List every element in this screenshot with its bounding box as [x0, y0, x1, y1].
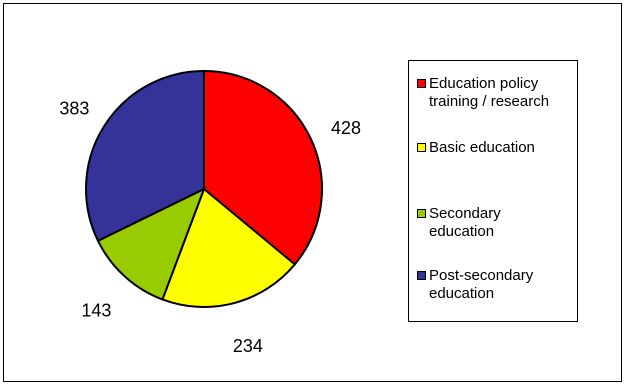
pie-slice-post-secondary: [85, 69, 205, 243]
pie-slice-basic-education: [161, 187, 297, 308]
legend-swatch-blue: [417, 271, 426, 280]
legend-item-secondary-education: Secondary education: [417, 205, 577, 241]
legend-swatch-red: [417, 79, 426, 88]
legend-label-line2: education: [429, 285, 495, 302]
legend-item-education-policy: Education policy training / research: [417, 75, 577, 111]
data-label-education-policy: 428: [331, 118, 361, 138]
legend-label-line1: Secondary: [429, 205, 501, 222]
data-label-secondary-education: 143: [81, 301, 111, 321]
legend-swatch-green: [417, 209, 426, 218]
pie-slice-secondary-education: [96, 186, 206, 301]
data-label-basic-education: 234: [233, 336, 263, 356]
legend-label-line1: Post-secondary: [429, 267, 534, 284]
legend-label-line1: Education policy: [429, 75, 539, 92]
legend-item-post-secondary: Post-secondary education: [417, 267, 577, 303]
legend-item-basic-education: Basic education: [417, 139, 577, 157]
legend-label-line2: training / research: [429, 93, 550, 110]
data-label-post-secondary: 383: [59, 99, 89, 119]
pie-slice-education-policy: [203, 69, 323, 266]
legend: Education policy training / research Bas…: [408, 60, 578, 322]
legend-swatch-yellow: [417, 143, 426, 152]
legend-label-line2: education: [429, 223, 495, 240]
legend-label-line1: Basic education: [429, 139, 535, 156]
